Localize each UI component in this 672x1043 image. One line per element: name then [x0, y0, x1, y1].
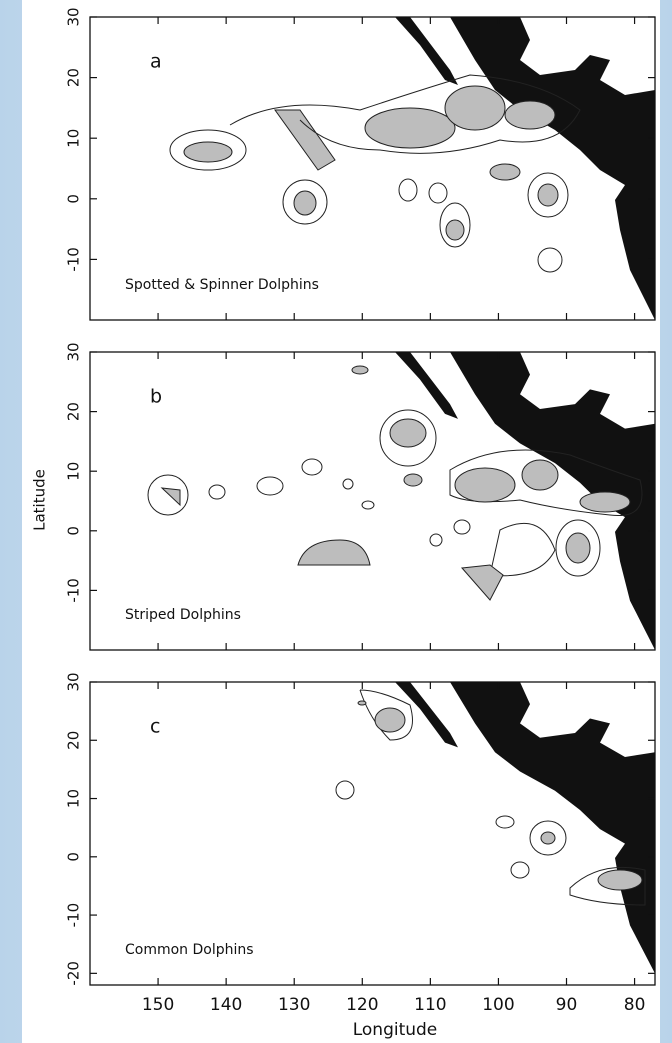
x-tick-label: 80 [624, 995, 646, 1015]
panel-frame [89, 16, 656, 321]
map-a [169, 17, 655, 320]
y-tick-label: 20 [65, 68, 83, 87]
panel-letter: c [150, 716, 160, 738]
panel-frame [89, 681, 656, 986]
y-tick-label: 30 [65, 672, 83, 691]
figure-background [22, 0, 660, 1043]
y-tick-label: -20 [65, 961, 83, 986]
panel-frame [89, 351, 656, 651]
x-tick-label: 130 [278, 995, 310, 1015]
x-tick-label: 100 [482, 995, 514, 1015]
y-tick-label: 10 [65, 129, 83, 148]
y-tick-label: 0 [65, 852, 83, 862]
y-tick-label: 20 [65, 731, 83, 750]
y-tick-label: -10 [65, 578, 83, 603]
panel-letter: b [150, 386, 162, 408]
y-tick-label: 30 [65, 342, 83, 361]
x-axis-label: Longitude [353, 1020, 438, 1040]
x-tick-label: 140 [210, 995, 242, 1015]
x-tick-label: 120 [346, 995, 378, 1015]
map-c [335, 682, 655, 974]
y-tick-label: -10 [65, 247, 83, 272]
y-tick-label: 0 [65, 526, 83, 536]
y-axis-label: Latitude [31, 469, 49, 531]
y-tick-label: 20 [65, 402, 83, 421]
panel-label: Striped Dolphins [125, 607, 241, 623]
y-tick-label: 0 [65, 194, 83, 204]
y-tick-label: 30 [65, 7, 83, 26]
y-tick-label: 10 [65, 789, 83, 808]
map-b [147, 352, 655, 650]
x-tick-label: 90 [556, 995, 578, 1015]
x-tick-label: 110 [414, 995, 446, 1015]
panel-letter: a [150, 51, 162, 73]
x-tick-label: 150 [142, 995, 174, 1015]
y-tick-label: -10 [65, 903, 83, 928]
y-tick-label: 10 [65, 462, 83, 481]
panel-label: Common Dolphins [125, 942, 254, 958]
panel-label: Spotted & Spinner Dolphins [125, 277, 319, 293]
